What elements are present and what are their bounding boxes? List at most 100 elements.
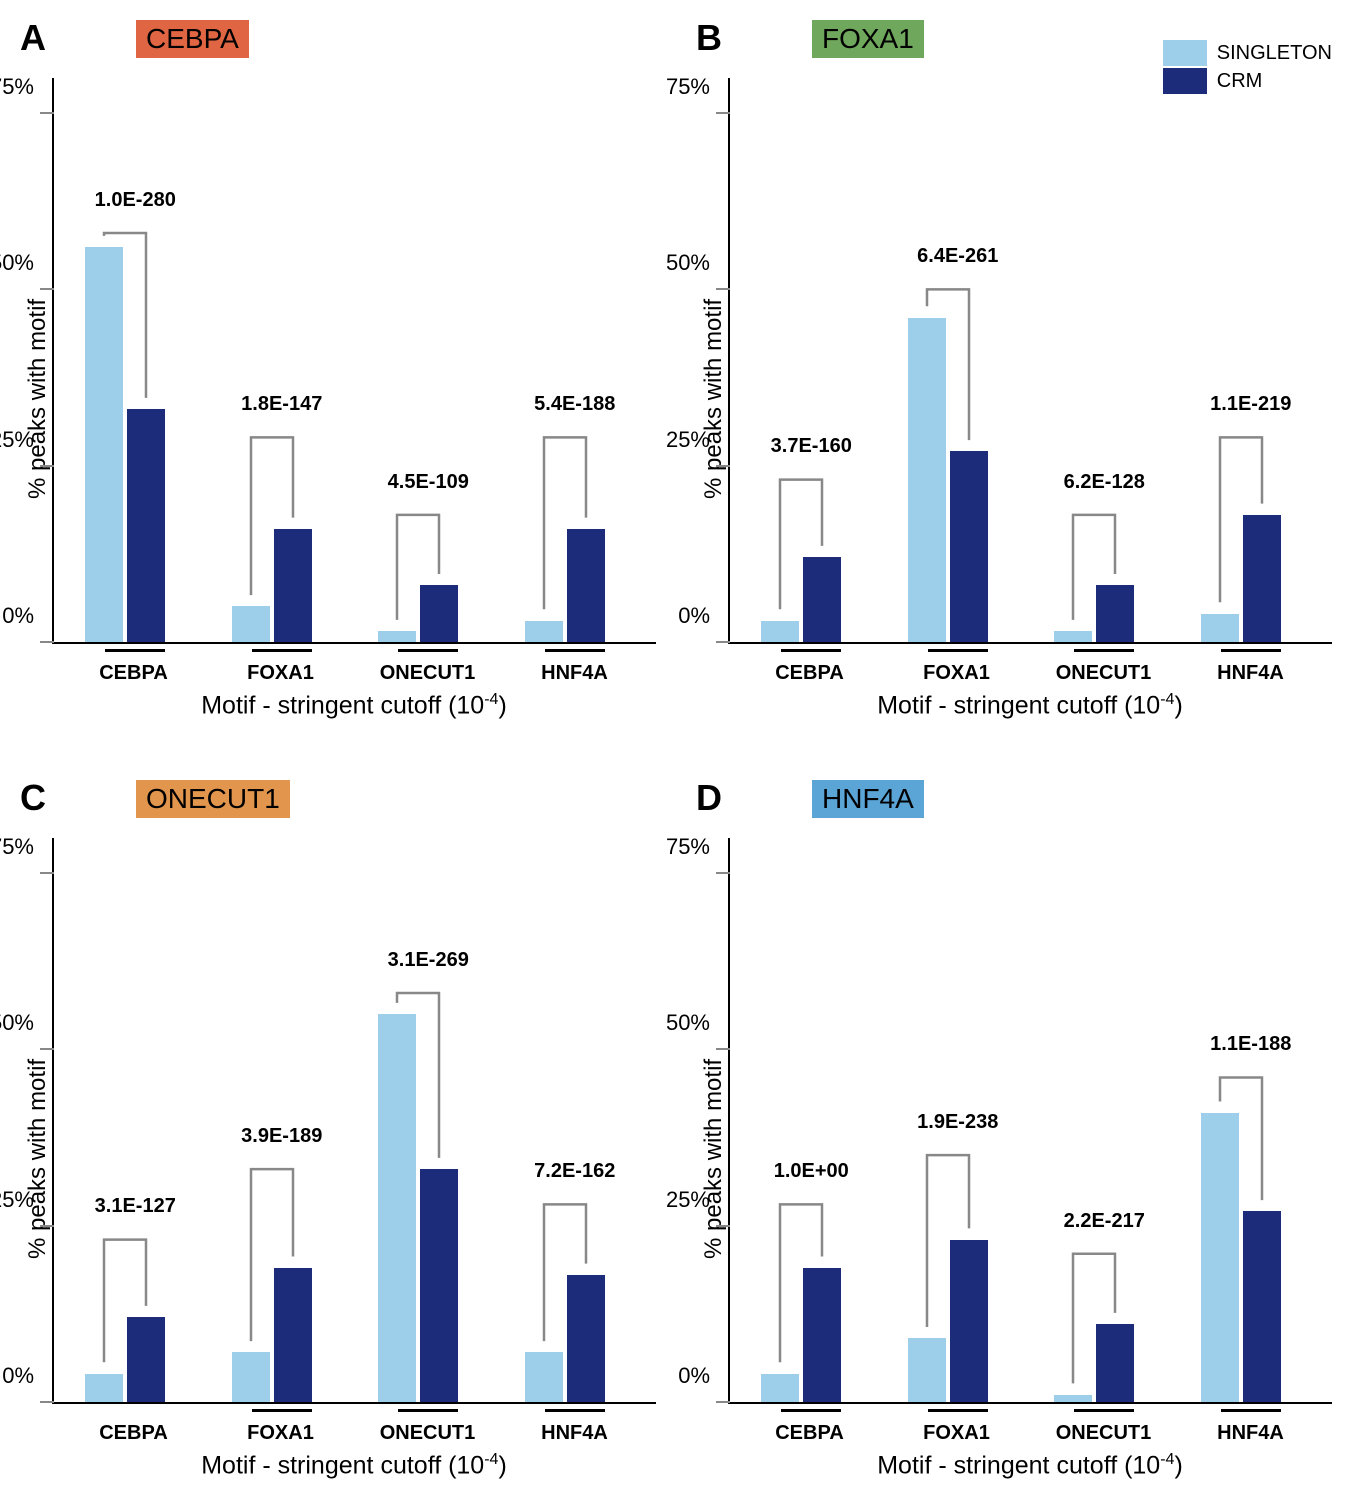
- x-axis-label: Motif - stringent cutoff (10-4): [728, 1451, 1332, 1480]
- bar-singleton: [378, 631, 416, 642]
- y-tick: [716, 872, 730, 874]
- panel-letter: A: [20, 20, 46, 56]
- x-tick-underline: [545, 1409, 605, 1412]
- x-tick-underline: [105, 649, 165, 652]
- panel-letter: B: [696, 20, 722, 56]
- bar-group: 7.2E-162: [525, 838, 625, 1402]
- bar-singleton: [1201, 1113, 1239, 1402]
- bar-crm: [274, 529, 312, 642]
- bar-singleton: [908, 318, 946, 642]
- bar-group: 1.8E-147: [232, 78, 332, 642]
- plot-area: 3.1E-1273.9E-1893.1E-2697.2E-162 0%25%50…: [52, 838, 656, 1404]
- y-tick-label: 50%: [648, 250, 710, 276]
- panel-B: SINGLETON CRM B FOXA1 % peaks with motif…: [696, 20, 1332, 720]
- bar-group: 3.7E-160: [761, 78, 861, 642]
- figure-grid: A CEBPA % peaks with motif 1.0E-2801.8E-…: [20, 20, 1332, 1480]
- bar-singleton: [85, 1374, 123, 1402]
- chart-wrap: % peaks with motif 1.0E-2801.8E-1474.5E-…: [20, 78, 656, 720]
- y-tick-label: 50%: [0, 250, 34, 276]
- y-tick-label: 25%: [0, 427, 34, 453]
- x-category-label: CEBPA: [84, 1422, 184, 1445]
- y-tick-label: 25%: [648, 1187, 710, 1213]
- p-value-label: 1.1E-188: [1210, 1033, 1291, 1056]
- x-tick-underline: [781, 1409, 841, 1412]
- panel-title-foxa1: FOXA1: [812, 20, 924, 58]
- x-tick-underline: [1221, 649, 1281, 652]
- bars-container: 1.0E-2801.8E-1474.5E-1095.4E-188: [54, 78, 656, 642]
- x-tick-underline: [928, 1409, 988, 1412]
- x-category-label: HNF4A: [1201, 1422, 1301, 1445]
- panel-title-hnf4a: HNF4A: [812, 780, 924, 818]
- panel-header: D HNF4A: [696, 780, 1332, 828]
- p-value-label: 1.9E-238: [917, 1111, 998, 1134]
- y-tick: [716, 1048, 730, 1050]
- legend-row-singleton: SINGLETON: [1163, 40, 1332, 66]
- y-tick: [40, 1048, 54, 1050]
- bar-crm: [803, 557, 841, 642]
- bar-crm: [1243, 1211, 1281, 1401]
- bar-group: 1.0E+00: [761, 838, 861, 1402]
- bar-crm: [127, 1317, 165, 1402]
- x-tick-underline: [781, 649, 841, 652]
- p-value-label: 1.0E+00: [774, 1160, 849, 1183]
- bar-singleton: [761, 1374, 799, 1402]
- x-category-label: ONECUT1: [378, 1422, 478, 1445]
- y-tick: [40, 1225, 54, 1227]
- bars-container: 1.0E+00 1.9E-238 2.2E-217 1.1E-188: [730, 838, 1332, 1402]
- legend-label-singleton: SINGLETON: [1217, 42, 1332, 65]
- x-tick-underline: [252, 649, 312, 652]
- y-tick-label: 25%: [648, 427, 710, 453]
- y-tick: [40, 641, 54, 643]
- x-category-label: FOXA1: [231, 662, 331, 685]
- bar-group: 1.9E-238: [908, 838, 1008, 1402]
- p-value-label: 3.1E-127: [95, 1195, 176, 1218]
- p-value-label: 6.2E-128: [1064, 471, 1145, 494]
- panel-A: A CEBPA % peaks with motif 1.0E-2801.8E-…: [20, 20, 656, 720]
- panel-header: A CEBPA: [20, 20, 656, 68]
- panel-D: D HNF4A % peaks with motif 1.0E+001.9E-2…: [696, 780, 1332, 1480]
- panel-header: C ONECUT1: [20, 780, 656, 828]
- x-category-label: HNF4A: [525, 1422, 625, 1445]
- x-tick-underline: [1074, 1409, 1134, 1412]
- bar-singleton: [525, 621, 563, 642]
- plot-area: 3.7E-1606.4E-2616.2E-1281.1E-219 0%25%50…: [728, 78, 1332, 644]
- x-category-label: CEBPA: [760, 1422, 860, 1445]
- y-tick: [40, 288, 54, 290]
- y-tick: [716, 1225, 730, 1227]
- p-value-label: 3.7E-160: [771, 435, 852, 458]
- y-tick-label: 0%: [648, 603, 710, 629]
- y-tick: [40, 872, 54, 874]
- y-tick-label: 50%: [648, 1010, 710, 1036]
- bar-singleton: [1054, 631, 1092, 642]
- panel-title-cebpa: CEBPA: [136, 20, 249, 58]
- significance-bracket: [1054, 78, 1154, 642]
- x-axis-label: Motif - stringent cutoff (10-4): [52, 1451, 656, 1480]
- p-value-label: 1.8E-147: [241, 393, 322, 416]
- y-tick: [40, 112, 54, 114]
- plot-column: 3.7E-1606.4E-2616.2E-1281.1E-219 0%25%50…: [728, 78, 1332, 720]
- bar-group: 1.1E-188: [1201, 838, 1301, 1402]
- p-value-label: 2.2E-217: [1064, 1210, 1145, 1233]
- y-tick: [716, 288, 730, 290]
- x-category-label: FOXA1: [231, 1422, 331, 1445]
- bar-group: 1.0E-280: [85, 78, 185, 642]
- p-value-label: 6.4E-261: [917, 245, 998, 268]
- bar-singleton: [378, 1014, 416, 1402]
- y-tick-label: 0%: [648, 1363, 710, 1389]
- bar-group: 3.1E-127: [85, 838, 185, 1402]
- bar-singleton: [1201, 614, 1239, 642]
- y-tick-label: 0%: [0, 1363, 34, 1389]
- bar-group: 6.4E-261: [908, 78, 1008, 642]
- bar-crm: [950, 1240, 988, 1402]
- y-tick-label: 50%: [0, 1010, 34, 1036]
- bar-group: 6.2E-128: [1054, 78, 1154, 642]
- bar-crm: [274, 1268, 312, 1402]
- p-value-label: 4.5E-109: [388, 471, 469, 494]
- bars-container: 3.1E-127 3.9E-189 3.1E-269 7.2E-162: [54, 838, 656, 1402]
- y-tick: [716, 465, 730, 467]
- x-tick-underline: [1221, 1409, 1281, 1412]
- bar-crm: [420, 1169, 458, 1402]
- p-value-label: 3.9E-189: [241, 1125, 322, 1148]
- x-category-label: CEBPA: [84, 662, 184, 685]
- p-value-label: 3.1E-269: [388, 949, 469, 972]
